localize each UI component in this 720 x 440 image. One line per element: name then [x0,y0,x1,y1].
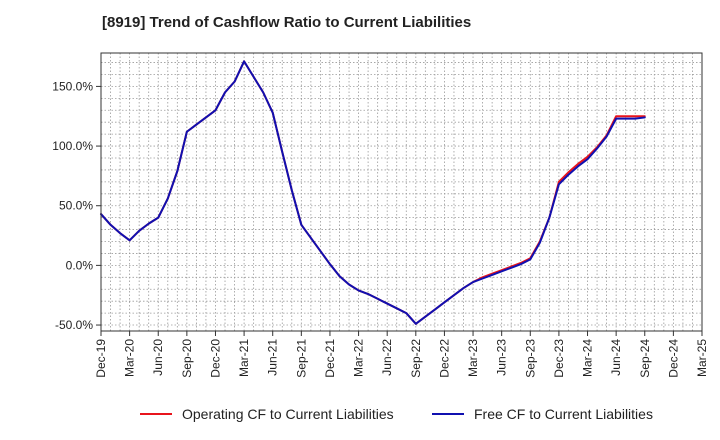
x-tick-label: Sep-22 [409,339,423,378]
y-tick-label: 100.0% [52,139,93,153]
series-layer [100,60,646,325]
chart-title: [8919] Trend of Cashflow Ratio to Curren… [102,14,472,31]
legend-label: Free CF to Current Liabilities [474,406,653,422]
x-tick-label: Mar-24 [581,339,595,377]
x-tick-label: Sep-24 [638,339,652,378]
x-tick-label: Jun-22 [380,339,394,376]
x-tick-label: Sep-20 [180,339,194,378]
x-tick-label: Mar-21 [237,339,251,377]
x-tick-label: Dec-21 [323,339,337,378]
plot-background [101,53,702,331]
x-tick-label: Mar-22 [352,339,366,377]
x-tick-label: Jun-23 [495,339,509,376]
x-tick-label: Dec-20 [208,339,222,378]
axes: -50.0% 0.0% 50.0% 100.0% 150.0% Dec-19 Mar-20 J… [52,52,709,378]
x-tick-label: Mar-25 [695,339,709,377]
plot-area [101,53,702,331]
x-tick-label: Sep-21 [294,339,308,378]
x-tick-label: Jun-20 [151,339,165,376]
y-tick-label: 0.0% [66,258,94,272]
x-tick-label: Sep-23 [523,339,537,378]
grid-lines [101,53,702,331]
x-tick-label: Dec-24 [666,339,680,378]
x-tick-label: Mar-23 [466,339,480,377]
x-tick-label: Jun-24 [609,339,623,376]
y-tick-label: 50.0% [59,199,93,213]
x-tick-label: Dec-23 [552,339,566,378]
x-tick-label: Jun-21 [266,339,280,376]
x-tick-label: Dec-19 [94,339,108,378]
y-tick-label: 150.0% [52,79,93,93]
x-tick-label: Mar-20 [123,339,137,377]
y-tick-label: -50.0% [55,318,93,332]
legend-label: Operating CF to Current Liabilities [182,406,394,422]
legend: Operating CF to Current Liabilities Free … [140,406,653,422]
x-tick-label: Dec-22 [437,339,451,378]
series-line-free-cf [100,60,646,325]
plot-border [100,52,703,332]
